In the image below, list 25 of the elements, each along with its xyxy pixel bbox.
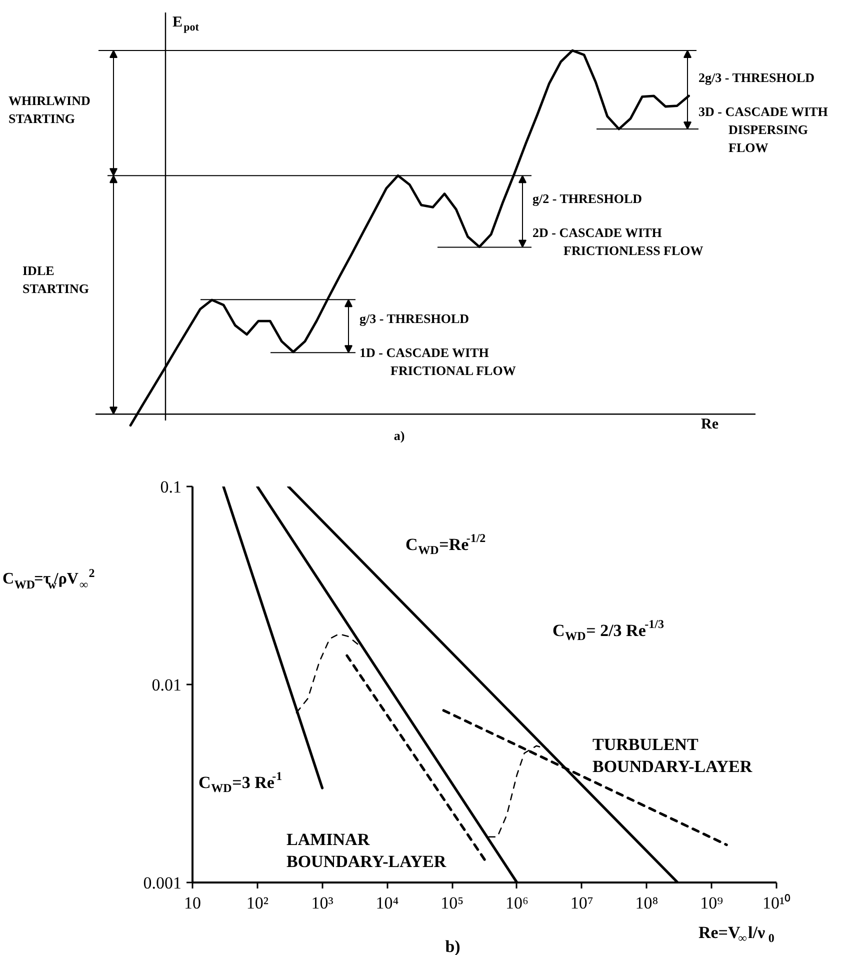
x-axis-title: Re — [701, 416, 719, 432]
y-tick-label: 0.01 — [152, 676, 182, 694]
x-tick-label: 10⁷ — [570, 894, 594, 912]
annotation: g/3 - THRESHOLD — [360, 311, 470, 326]
annotation: 2D - CASCADE WITH FRICTIONLESS FLOW — [532, 225, 704, 258]
text: WHIRLWIND STARTING — [8, 93, 90, 126]
x-tick-label: 10⁹ — [700, 894, 724, 912]
text: a) — [394, 428, 405, 443]
x-tick-label: 10¹⁰ — [762, 894, 791, 912]
annotation: 1D - CASCADE WITH FRICTIONAL FLOW — [360, 345, 516, 378]
x-tick-label: 10⁴ — [376, 894, 399, 912]
x-tick-label: 10⁸ — [635, 894, 658, 912]
x-tick-label: 10³ — [311, 894, 334, 912]
annotation: g/2 - THRESHOLD — [532, 191, 642, 206]
y-tick-label: 0.1 — [160, 478, 182, 496]
x-tick-label: 10² — [246, 894, 268, 912]
annotation: LAMINAR BOUNDARY-LAYER — [286, 830, 447, 871]
text: IDLE STARTING — [22, 263, 89, 296]
text: 3D - CASCADE WITH DISPERSING FLOW — [698, 104, 828, 155]
x-tick-label: 10⁶ — [505, 894, 528, 912]
y-tick-label: 0.001 — [143, 874, 182, 892]
annotation: TURBULENT BOUNDARY-LAYER — [592, 735, 753, 776]
x-tick-label: 10 — [184, 894, 201, 912]
x-tick-label: 10⁵ — [440, 894, 464, 912]
text: 2g/3 - THRESHOLD — [698, 70, 815, 85]
